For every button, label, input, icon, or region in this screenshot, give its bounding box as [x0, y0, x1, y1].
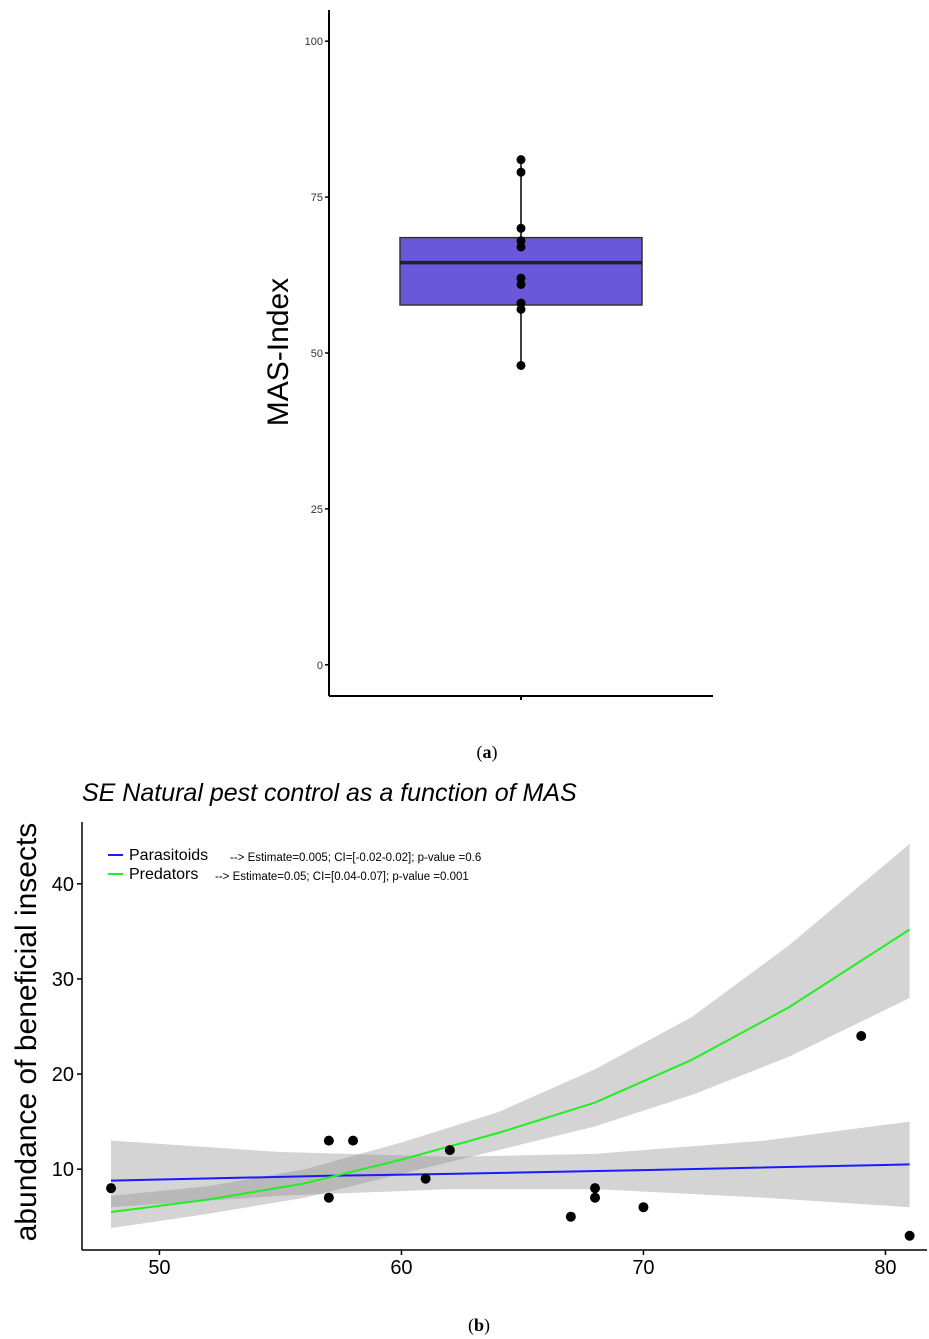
data-point	[904, 1230, 915, 1241]
data-point	[516, 155, 526, 165]
data-point	[323, 1192, 334, 1203]
y-tick-label: 20	[52, 1064, 74, 1086]
y-axis-title: MAS-Index	[262, 278, 295, 426]
legend: Parasitoids --> Estimate=0.005; CI=[-0.02…	[108, 847, 481, 883]
data-point	[516, 167, 526, 177]
boxplot-panel: MAS-Index 0 25 50 75 100	[262, 10, 713, 700]
data-point	[565, 1211, 576, 1222]
chart-title: SE Natural pest control as a function of…	[82, 779, 577, 807]
legend-label-predators: Predators	[129, 866, 198, 883]
data-point	[516, 360, 526, 370]
data-point	[856, 1031, 867, 1041]
y-tick-label: 25	[311, 504, 323, 516]
y-tick-label: 10	[52, 1159, 74, 1181]
x-tick-label: 50	[148, 1257, 170, 1279]
data-point	[106, 1183, 117, 1194]
data-point	[590, 1192, 601, 1203]
data-point	[516, 236, 526, 246]
fit-line-parasitoids	[110, 1163, 910, 1182]
legend-annotation-predators: --> Estimate=0.05; CI=[0.04-0.07]; p-val…	[215, 871, 469, 883]
data-point	[590, 1183, 601, 1194]
data-point	[516, 304, 526, 314]
panel-caption-a: (a)	[477, 742, 498, 763]
y-tick-label: 100	[305, 36, 323, 48]
x-tick-label: 80	[874, 1257, 896, 1279]
y-tick-label: 0	[317, 660, 323, 672]
data-point	[444, 1145, 455, 1156]
data-point	[516, 279, 526, 289]
y-tick-label: 40	[52, 874, 74, 896]
data-point	[516, 273, 526, 283]
x-tick-label: 60	[390, 1257, 412, 1279]
data-point	[516, 298, 526, 308]
confidence-band-parasitoids	[111, 1121, 910, 1208]
fit-line-predators	[110, 928, 911, 1213]
y-tick-label: 30	[52, 969, 74, 991]
scatter-panel: SE Natural pest control as a function of…	[10, 779, 927, 1279]
data-point	[516, 223, 526, 233]
panel-caption-b: (b)	[468, 1315, 490, 1336]
data-point	[348, 1135, 359, 1146]
y-tick-label: 50	[311, 348, 323, 360]
data-point	[638, 1202, 649, 1213]
legend-annotation-parasitoids: --> Estimate=0.005; CI=[-0.02-0.02]; p-v…	[230, 852, 481, 864]
y-axis-title: abundance of beneficial insects	[10, 823, 43, 1242]
legend-label-parasitoids: Parasitoids	[129, 847, 208, 864]
data-point	[323, 1135, 334, 1146]
x-tick-label: 70	[632, 1257, 654, 1279]
y-tick-label: 75	[311, 192, 323, 204]
data-point	[420, 1173, 431, 1184]
confidence-band-predators	[111, 843, 910, 1229]
data-point	[516, 242, 526, 252]
